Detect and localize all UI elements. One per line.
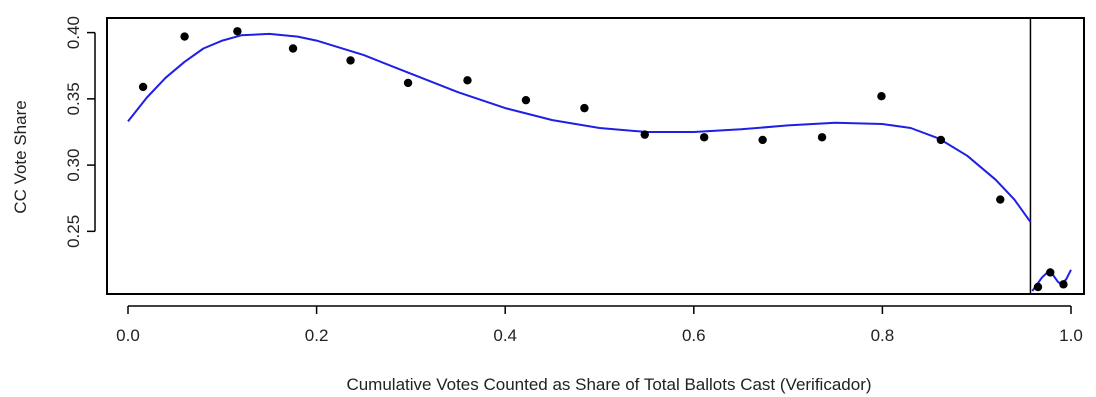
y-axis: 0.25 0.30 0.35 0.40 — [64, 16, 96, 248]
x-tick-label: 0.2 — [305, 326, 329, 345]
x-axis-title: Cumulative Votes Counted as Share of Tot… — [346, 375, 871, 394]
data-point — [1059, 280, 1068, 289]
data-point — [877, 92, 886, 101]
y-tick-label: 0.35 — [64, 82, 83, 115]
data-point — [1046, 268, 1055, 277]
data-point — [180, 32, 189, 41]
plot-border — [106, 17, 1085, 295]
data-point — [1033, 282, 1043, 292]
y-tick-label: 0.30 — [64, 149, 83, 182]
plot-frame — [106, 17, 1085, 295]
fit-curves — [127, 32, 1072, 292]
x-tick-label: 0.6 — [682, 326, 706, 345]
data-point — [403, 78, 413, 88]
x-tick-label: 0.4 — [493, 326, 517, 345]
data-point — [138, 82, 148, 92]
data-point — [521, 95, 531, 105]
data-point — [758, 135, 767, 145]
x-axis: 0.0 0.2 0.4 0.6 0.8 1.0 — [116, 305, 1083, 345]
data-point — [346, 56, 355, 65]
data-point — [699, 133, 709, 142]
data-point — [580, 103, 589, 113]
y-tick-label: 0.25 — [64, 215, 83, 248]
data-point — [233, 27, 242, 36]
fit-curve-left — [127, 32, 1032, 223]
y-tick-label: 0.40 — [64, 16, 83, 49]
data-points — [138, 27, 1068, 292]
y-axis-title: CC Vote Share — [11, 100, 30, 213]
x-tick-label: 0.0 — [116, 326, 140, 345]
x-tick-label: 0.8 — [871, 326, 895, 345]
data-point — [640, 130, 649, 139]
x-tick-label: 1.0 — [1059, 326, 1083, 345]
data-point — [463, 76, 472, 85]
data-point — [936, 135, 946, 145]
data-point — [996, 195, 1005, 204]
data-point — [288, 44, 298, 53]
data-point — [817, 133, 827, 142]
